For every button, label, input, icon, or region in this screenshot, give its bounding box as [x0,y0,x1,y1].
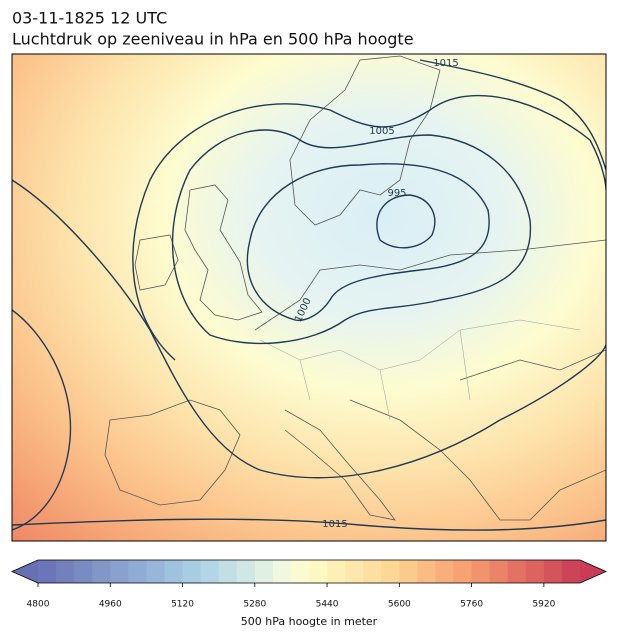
colorbar-tick-label: 5440 [316,600,339,610]
height-field [12,54,606,541]
colorbar-tick-label: 4960 [99,600,122,610]
colorbar-segment [92,560,111,583]
isobar [12,518,606,531]
map-frame [11,53,607,542]
isobar [12,179,606,479]
colorbar-extend-low [12,560,38,583]
colorbar: 4800 4960 5120 5280 5440 5600 5760 5920 [11,559,607,610]
colorbar-tick-label: 5600 [388,600,411,610]
colorbar-segment [525,560,545,583]
title-line-1: 03-11-1825 12 UTC [12,9,167,28]
isobar [132,94,606,361]
colorbar-tick-label: 4800 [27,600,50,610]
coastline [349,399,606,521]
colorbar-segment [381,560,400,583]
colorbar-segment [507,560,527,583]
colorbar-segment [146,560,165,583]
colorbar-segment [164,560,184,583]
colorbar-segment [363,560,382,583]
coastline [134,234,179,291]
coastline [254,239,606,331]
colorbar-extend-high [580,560,606,583]
colorbar-segment [200,560,220,583]
colorbar-segment [128,560,147,583]
colorbar-segment [38,560,57,583]
colorbar-segment [435,560,455,583]
colorbar-segment [327,560,346,583]
border [259,319,581,421]
colorbar-tick-label: 5120 [171,600,194,610]
colorbar-segment [471,560,491,583]
colorbar-segment [345,560,364,583]
colorbar-segment [272,560,292,583]
colorbar-segment [309,560,328,583]
colorbar-segment [110,560,129,583]
coastline [459,349,606,381]
colorbar-segment [56,560,75,583]
isobar-label: 995 [387,188,406,199]
isobar [246,163,490,322]
colorbar-segment [236,560,256,583]
isobar [376,194,436,249]
colorbar-segment [399,560,418,583]
colorbar-segment [218,560,238,583]
colorbar-segment [561,560,581,583]
isobar-label: 1005 [369,126,394,137]
coastline [284,409,396,521]
isobar-label: 1015 [322,519,347,530]
map: 1015 1005 995 1000 1015 [12,54,606,541]
colorbar-segment [453,560,473,583]
colorbar-tick-label: 5920 [532,600,555,610]
isobar [171,129,532,345]
coastline [104,399,241,506]
colorbar-segment [182,560,202,583]
isobar-label: 1015 [433,58,458,69]
coastline [289,55,441,226]
colorbar-segment [417,560,436,583]
title-line-2: Luchtdruk op zeeniveau in hPa en 500 hPa… [12,30,414,49]
colorbar-segment [74,560,93,583]
colorbar-segment [254,560,274,583]
isobar [12,309,72,531]
colorbar-segment [543,560,563,583]
isobar [419,59,606,171]
colorbar-tick-label: 5760 [460,600,483,610]
colorbar-segment [489,560,509,583]
colorbar-segment [290,560,310,583]
colorbar-label: 500 hPa hoogte in meter [241,615,378,628]
coastline [184,184,263,321]
colorbar-tick-label: 5280 [243,600,266,610]
